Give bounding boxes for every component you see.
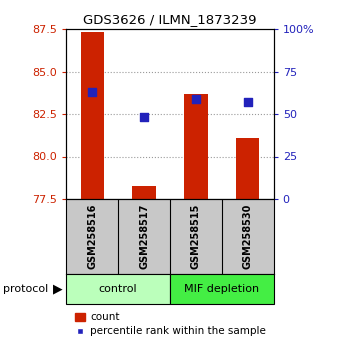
Point (245, 99, 251, 105)
Bar (81, 33, 104, 199)
Text: protocol: protocol (3, 284, 49, 294)
Text: GSM258517: GSM258517 (139, 204, 149, 269)
Text: GSM258530: GSM258530 (243, 204, 253, 269)
Text: MIF depletion: MIF depletion (184, 284, 259, 294)
Text: ▶: ▶ (53, 282, 62, 296)
Point (141, 115, 147, 120)
Text: GSM258515: GSM258515 (191, 204, 201, 269)
Bar (170, 274, 274, 304)
Bar (66, 274, 170, 304)
Point (89, 89, 95, 95)
Title: GDS3626 / ILMN_1873239: GDS3626 / ILMN_1873239 (83, 13, 257, 27)
Bar (184, 93, 208, 199)
Legend: count, percentile rank within the sample: count, percentile rank within the sample (71, 309, 269, 339)
Text: control: control (99, 284, 137, 294)
Bar (236, 138, 259, 199)
Text: GSM258516: GSM258516 (87, 204, 97, 269)
Bar (132, 186, 156, 199)
Point (193, 96, 199, 102)
